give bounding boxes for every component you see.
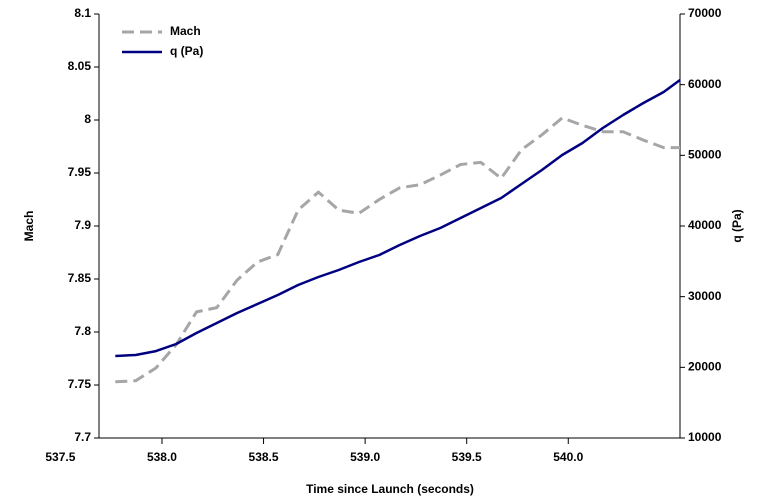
y2-tick-label: 20000: [688, 360, 722, 374]
y2-tick-label: 50000: [688, 148, 722, 162]
x-axis-label: Time since Launch (seconds): [306, 482, 474, 496]
y2-tick-label: 60000: [688, 77, 722, 91]
y-tick-label: 7.85: [68, 271, 92, 285]
legend-label: q (Pa): [170, 44, 203, 58]
y2-axis-label: q (Pa): [730, 209, 744, 242]
x-tick-label: 538.5: [249, 450, 279, 464]
series-line: [115, 116, 680, 384]
legend-label: Mach: [170, 24, 201, 38]
y2-tick-label: 40000: [688, 218, 722, 232]
series-line: [115, 78, 681, 358]
x-tick-label: 538.0: [147, 450, 177, 464]
y-tick-label: 8: [84, 112, 91, 126]
y-tick-label: 8.05: [68, 59, 92, 73]
y-tick-label: 7.75: [68, 377, 92, 391]
x-tick-label: 537.5: [45, 450, 75, 464]
y-tick-label: 7.9: [74, 218, 91, 232]
y2-tick-label: 70000: [688, 6, 722, 20]
y-tick-label: 7.7: [74, 430, 91, 444]
y2-tick-label: 10000: [688, 430, 722, 444]
y-tick-label: 7.95: [68, 165, 92, 179]
y-tick-label: 7.8: [74, 324, 91, 338]
y2-tick-label: 30000: [688, 289, 722, 303]
x-tick-label: 540.0: [553, 450, 583, 464]
y-axis-label: Mach: [22, 211, 36, 242]
y-tick-label: 8.1: [74, 6, 91, 20]
x-tick-label: 539.0: [350, 450, 380, 464]
x-tick-label: 539.5: [452, 450, 482, 464]
